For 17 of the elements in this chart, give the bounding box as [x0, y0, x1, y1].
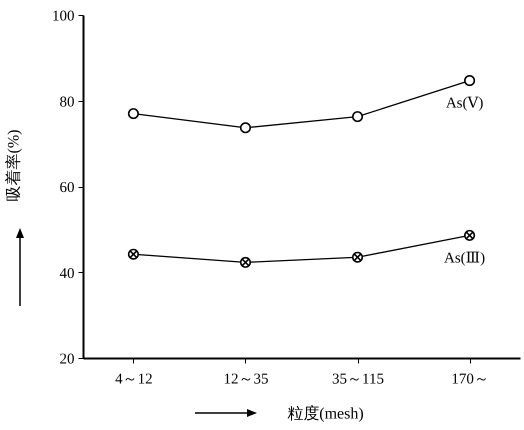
- point: [352, 111, 364, 122]
- x-tick-label: 4～12: [115, 372, 153, 388]
- y-tick-label: 60: [60, 180, 74, 196]
- y-tick-label: 100: [52, 8, 74, 24]
- point: [464, 75, 476, 86]
- y-tick-label: 20: [60, 352, 74, 368]
- x-tick-label: 170～: [451, 372, 489, 388]
- y-tick-label: 80: [60, 94, 74, 110]
- point: [240, 122, 252, 134]
- x-axis-title: 粒度(mesh): [287, 404, 364, 422]
- point: [128, 108, 139, 120]
- y-axis-title: 吸着率(%): [4, 130, 22, 202]
- x-tick-label: 35～115: [332, 372, 384, 388]
- series-label: As(Ⅲ): [444, 250, 486, 266]
- x-tick-label: 12～35: [223, 372, 268, 388]
- y-tick-label: 40: [60, 266, 74, 282]
- series-label: As(Ⅴ): [446, 96, 484, 112]
